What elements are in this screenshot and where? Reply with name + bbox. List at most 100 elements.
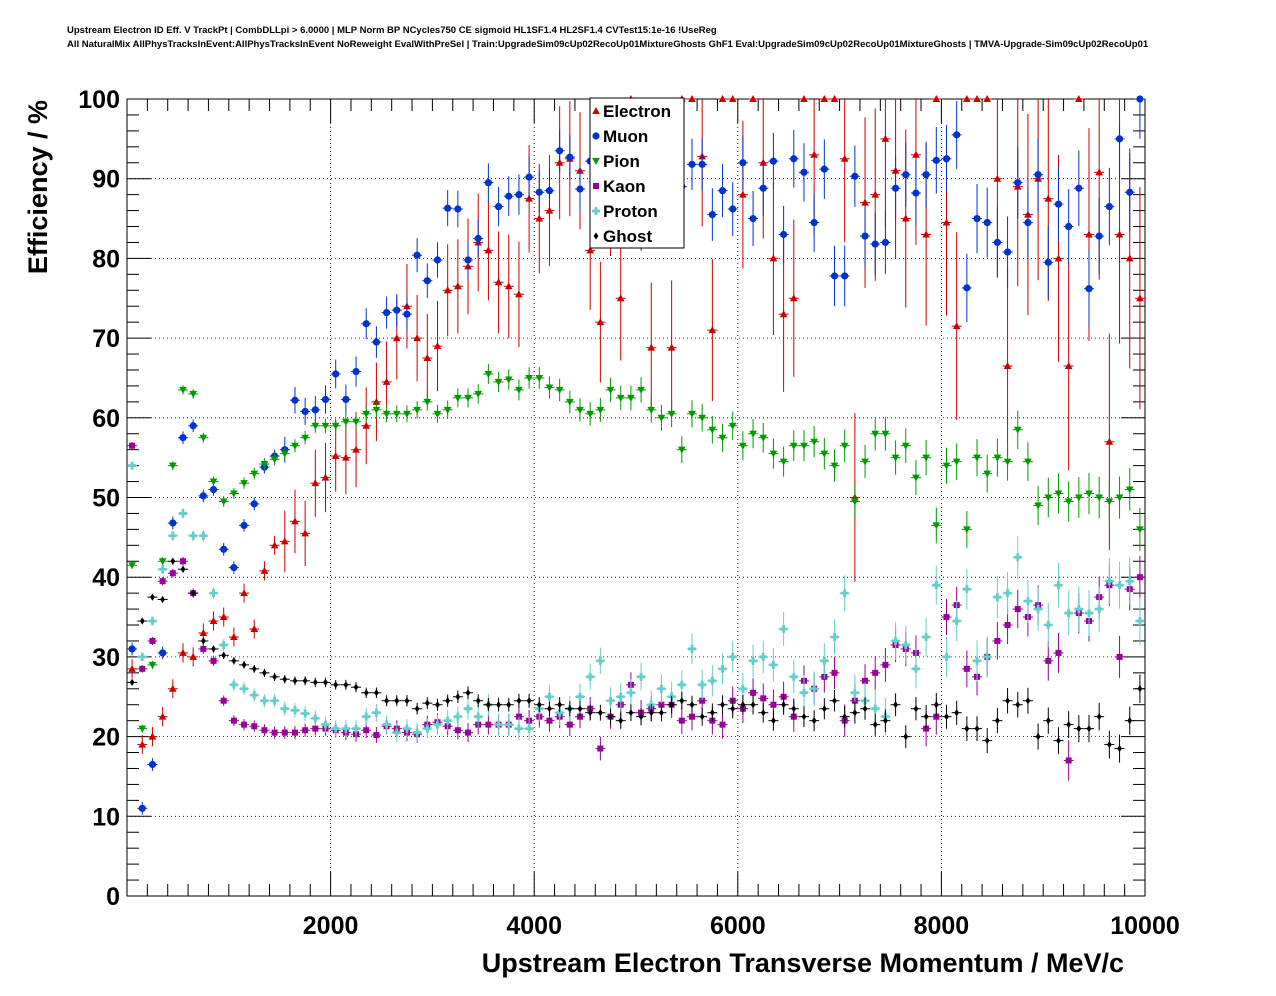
- data-point-pion: [952, 458, 961, 466]
- data-point-electron: [993, 174, 1002, 182]
- data-point-pion: [769, 450, 778, 458]
- data-point-electron: [973, 95, 981, 102]
- data-point-ghost: [262, 669, 267, 677]
- x-tick-label: 2000: [303, 912, 359, 940]
- data-point-pion: [851, 498, 859, 506]
- data-point-muon: [535, 188, 543, 196]
- data-point-ghost: [435, 701, 440, 709]
- data-point-proton: [901, 640, 910, 649]
- data-point-ghost: [557, 701, 563, 709]
- data-point-kaon: [1045, 657, 1052, 664]
- data-point-proton: [1034, 605, 1043, 614]
- data-point-pion: [627, 394, 635, 402]
- data-point-electron: [1105, 437, 1114, 445]
- data-point-ghost: [455, 693, 461, 701]
- data-point-ghost: [659, 709, 664, 717]
- data-point-pion: [1125, 486, 1134, 494]
- data-point-proton: [657, 684, 666, 693]
- data-point-electron: [901, 214, 910, 222]
- data-point-kaon: [179, 558, 186, 565]
- data-point-ghost: [852, 709, 858, 717]
- data-point-ghost: [221, 651, 227, 659]
- data-point-muon: [372, 338, 381, 346]
- legend-marker-muon: [592, 132, 600, 140]
- data-point-pion: [494, 378, 503, 386]
- x-tick-label: 6000: [710, 912, 766, 940]
- data-point-pion: [158, 558, 167, 566]
- data-point-pion: [260, 461, 269, 469]
- data-point-pion: [810, 438, 818, 446]
- data-point-electron: [270, 541, 279, 549]
- data-point-muon: [922, 171, 930, 179]
- data-point-ghost: [465, 689, 471, 697]
- data-point-pion: [586, 410, 594, 418]
- data-point-proton: [850, 688, 859, 697]
- data-point-proton: [423, 724, 432, 733]
- data-point-ghost: [272, 673, 278, 681]
- data-point-electron: [515, 290, 523, 298]
- data-point-kaon: [241, 721, 248, 728]
- data-point-pion: [657, 414, 666, 422]
- data-point-proton: [922, 632, 931, 641]
- data-point-pion: [789, 442, 798, 450]
- data-point-pion: [209, 478, 218, 486]
- data-point-pion: [932, 522, 941, 530]
- data-point-pion: [219, 498, 228, 506]
- data-point-pion: [922, 454, 930, 462]
- data-point-kaon: [943, 614, 950, 621]
- data-point-ghost: [1137, 685, 1143, 693]
- data-point-ghost: [363, 689, 369, 697]
- data-point-pion: [942, 462, 951, 470]
- data-point-electron: [342, 453, 350, 461]
- data-point-ghost: [1066, 721, 1072, 729]
- data-point-proton: [616, 692, 625, 701]
- data-point-pion: [250, 470, 259, 478]
- data-point-ghost: [536, 701, 542, 709]
- data-point-pion: [891, 454, 900, 462]
- data-point-muon: [851, 172, 859, 180]
- data-point-ghost: [862, 705, 868, 713]
- data-point-kaon: [760, 695, 767, 702]
- data-point-proton: [698, 680, 707, 689]
- data-point-pion: [515, 386, 523, 394]
- data-point-proton: [759, 652, 768, 661]
- data-point-proton: [983, 652, 992, 661]
- data-point-proton: [209, 589, 218, 598]
- data-point-pion: [1034, 502, 1042, 510]
- data-point-electron: [240, 589, 248, 597]
- data-point-proton: [555, 708, 564, 717]
- data-point-kaon: [750, 689, 757, 696]
- data-point-pion: [352, 418, 360, 426]
- data-point-pion: [148, 661, 157, 669]
- data-point-pion: [189, 390, 197, 398]
- data-point-pion: [413, 406, 421, 414]
- y-tick-label: 40: [92, 564, 120, 592]
- data-point-ghost: [292, 677, 298, 685]
- data-point-pion: [362, 410, 371, 418]
- data-point-electron: [932, 95, 941, 102]
- data-point-ghost: [984, 736, 990, 745]
- data-point-ghost: [618, 717, 624, 725]
- data-point-kaon: [169, 570, 176, 577]
- data-point-muon: [362, 320, 370, 328]
- data-point-pion: [504, 376, 513, 384]
- data-point-pion: [179, 386, 187, 394]
- data-point-pion: [901, 442, 910, 450]
- data-point-proton: [382, 720, 391, 729]
- data-point-ghost: [791, 705, 797, 713]
- data-point-proton: [789, 672, 798, 681]
- data-point-kaon: [261, 727, 268, 734]
- data-point-proton: [718, 664, 727, 673]
- data-point-electron: [1075, 95, 1083, 102]
- data-point-muon: [454, 205, 462, 213]
- data-point-ghost: [1045, 717, 1051, 725]
- data-point-electron: [810, 150, 818, 158]
- data-point-muon: [1044, 258, 1052, 266]
- data-point-kaon: [963, 665, 970, 672]
- data-point-electron: [362, 421, 371, 429]
- data-point-proton: [189, 531, 198, 540]
- data-point-ghost: [771, 717, 776, 725]
- data-point-proton: [1135, 617, 1144, 626]
- data-point-pion: [372, 406, 381, 414]
- data-point-ghost: [577, 705, 583, 713]
